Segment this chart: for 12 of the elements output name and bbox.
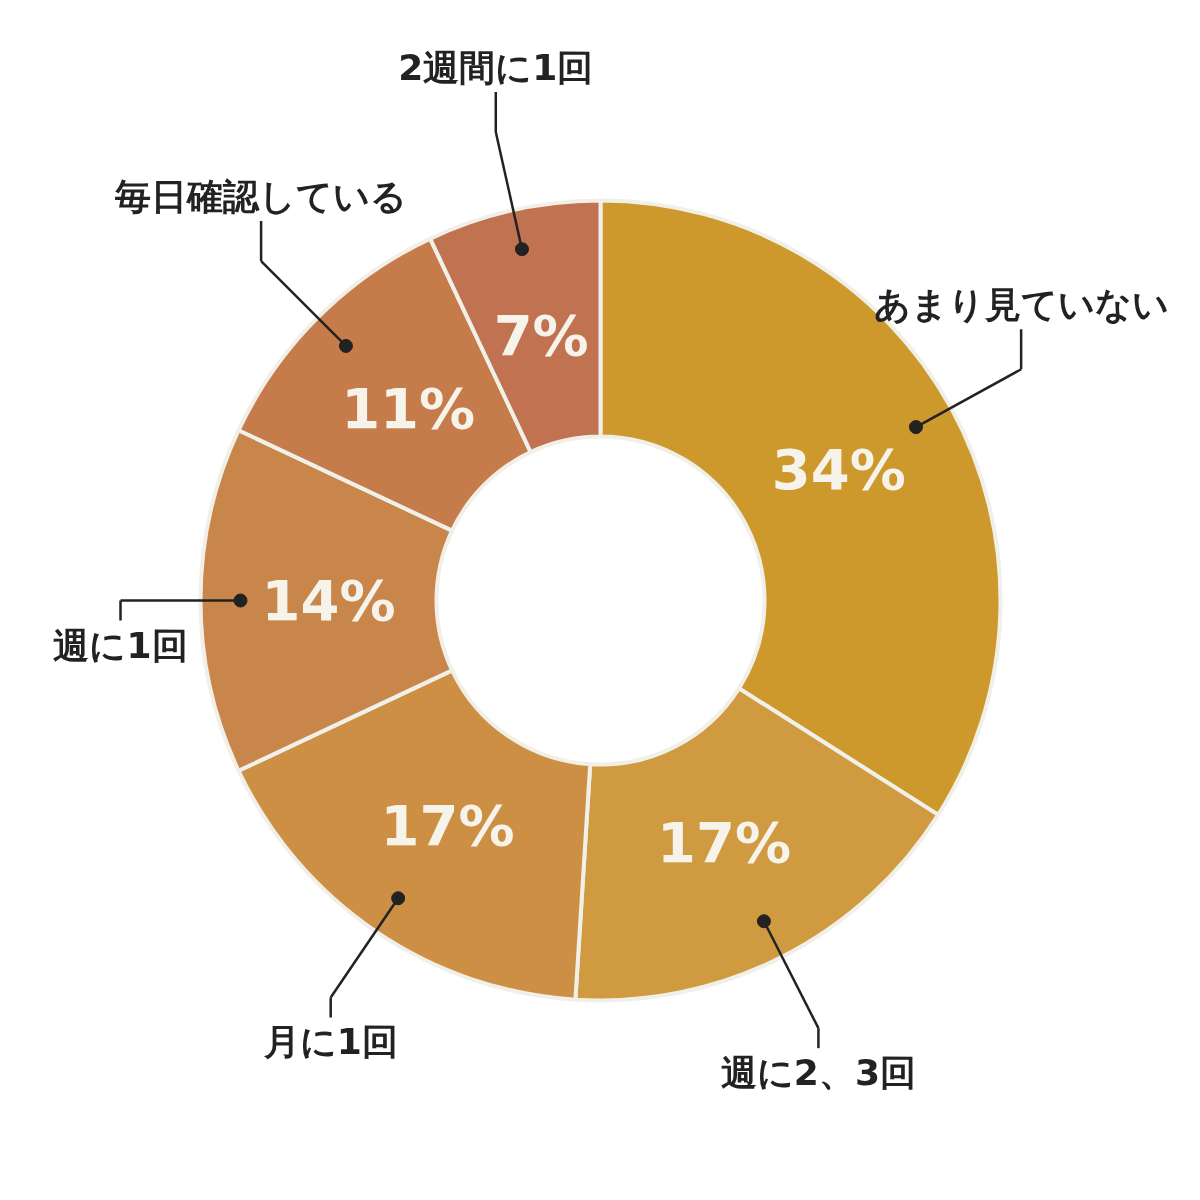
slice-label: 週に1回 <box>53 624 188 666</box>
slice-label: 週に2、3回 <box>720 1052 916 1094</box>
data-label: 7% <box>493 302 589 368</box>
slice-label: 月に1回 <box>262 1021 398 1063</box>
data-label: 11% <box>341 375 476 441</box>
data-label: 17% <box>380 792 515 858</box>
slice-label: 毎日確認している <box>114 176 408 218</box>
data-label: 34% <box>771 436 906 502</box>
data-label: 14% <box>261 568 396 633</box>
slice-label: あまり見ていない <box>873 284 1169 326</box>
data-label: 17% <box>656 810 792 876</box>
slice-label: 2週間に1回 <box>398 47 594 89</box>
